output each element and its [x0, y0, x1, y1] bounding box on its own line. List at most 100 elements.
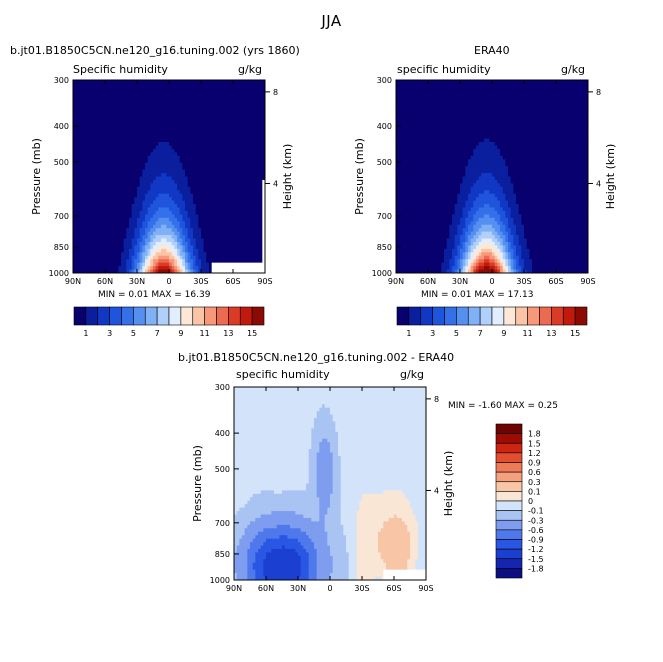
panel-obs-x-tick-label: 0 — [489, 277, 494, 286]
panel-diff-x-tick-label: 90S — [418, 584, 433, 593]
panel-model-colorbar-box — [144, 306, 158, 326]
panel-diff-colorbar-label: -1.8 — [528, 564, 544, 573]
panel-model-colorbar-box — [97, 306, 110, 326]
panel-diff-colorbar-box — [495, 519, 523, 531]
panel-obs-title: ERA40 — [474, 44, 510, 57]
panel-diff-colorbar-box — [495, 462, 523, 473]
panel-diff-colorbar-box — [495, 548, 523, 560]
panel-diff-colorbar-box — [495, 491, 523, 502]
panel-diff-colorbar-box — [495, 442, 523, 454]
panel-diff-field — [234, 387, 427, 581]
panel-obs-y-tick-label: 500 — [377, 158, 392, 167]
panel-diff-x-tick-label: 30N — [290, 584, 306, 593]
panel-obs-colorbar-box — [420, 306, 433, 326]
panel-obs-height-tick-label: 4 — [596, 179, 601, 188]
panel-diff-x-tick-label: 60N — [258, 584, 274, 593]
panel-obs-colorbar-box — [551, 306, 564, 326]
panel-model-y-tick-label: 850 — [54, 243, 69, 252]
panel-obs-height-axis-label: Height (km) — [604, 144, 617, 210]
panel-model-colorbar-label: 5 — [131, 329, 136, 338]
panel-obs-colorbar-box — [491, 306, 505, 326]
panel-model-colorbar-label: 1 — [83, 329, 88, 338]
panel-diff-y-tick-label: 400 — [215, 429, 230, 438]
panel-obs-colorbar-label: 5 — [454, 329, 459, 338]
panel-diff-colorbar-label: -0.1 — [528, 507, 544, 516]
panel-diff-units: g/kg — [400, 368, 425, 381]
panel-model-x-tick-label: 30N — [129, 277, 145, 286]
panel-obs-colorbar-box — [444, 306, 457, 326]
panel-obs-x-tick-label: 60S — [548, 277, 563, 286]
panel-diff-left-label: specific humidity — [236, 368, 330, 381]
panel-obs-y-tick-label: 850 — [377, 243, 392, 252]
panel-diff-y-tick-label: 850 — [215, 550, 230, 559]
panel-obs-x-tick-label: 30S — [516, 277, 531, 286]
panel-diff-colorbar-box — [495, 510, 523, 521]
panel-diff-colorbar-box — [495, 500, 523, 511]
panel-model-colorbar-box — [239, 306, 253, 326]
panel-diff-stats: MIN = -1.60 MAX = 0.25 — [448, 401, 558, 411]
panel-model-colorbar-box — [228, 306, 241, 326]
panel-obs-colorbar-box — [479, 306, 493, 326]
panel-model-y-tick-label: 400 — [54, 122, 69, 131]
panel-model-y-tick-label: 1000 — [49, 269, 69, 278]
panel-diff-height-axis-label: Height (km) — [442, 451, 455, 517]
panel-obs-x-tick-label: 90S — [580, 277, 595, 286]
panel-obs-x-tick-label: 30N — [452, 277, 468, 286]
panel-model-units: g/kg — [238, 63, 263, 76]
panel-diff-y-tick-label: 1000 — [210, 576, 230, 585]
panel-diff-height-tick-label: 4 — [434, 486, 439, 495]
panel-model-colorbar-label: 11 — [200, 329, 210, 338]
panel-diff-colorbar-box — [495, 568, 523, 579]
panel-model-left-label: Specific humidity — [73, 63, 168, 76]
panel-model-colorbar-box — [251, 306, 265, 326]
panel-obs-y-axis-label: Pressure (mb) — [353, 138, 366, 215]
panel-obs-y-tick-label: 400 — [377, 122, 392, 131]
panel-diff-colorbar-label: 1.8 — [528, 430, 541, 439]
panel-obs-y-tick-label: 300 — [377, 76, 392, 85]
panel-diff-y-tick-label: 300 — [215, 383, 230, 392]
panel-obs-y-tick-label: 700 — [377, 212, 392, 221]
panel-model-colorbar-label: 9 — [178, 329, 183, 338]
panel-obs-colorbar-box — [432, 306, 445, 326]
panel-diff-y-axis-label: Pressure (mb) — [191, 445, 204, 522]
panel-diff-colorbar-box — [495, 529, 523, 540]
panel-model-x-tick-label: 0 — [166, 277, 171, 286]
panel-diff-y-tick-label: 500 — [215, 465, 230, 474]
panel-diff-x-tick-label: 90N — [226, 584, 242, 593]
panel-obs-colorbar-label: 13 — [546, 329, 556, 338]
panel-model-colorbar-box — [156, 306, 170, 326]
panel-obs-colorbar-label: 1 — [406, 329, 411, 338]
panel-diff-colorbar-label: 0.1 — [528, 487, 541, 496]
panel-diff-x-tick-label: 0 — [327, 584, 332, 593]
panel-model-x-tick-label: 60S — [225, 277, 240, 286]
panel-diff-colorbar-box — [495, 558, 523, 569]
panel-obs-colorbar-label: 15 — [570, 329, 580, 338]
panel-diff-y-tick-label: 700 — [215, 519, 230, 528]
panel-model-colorbar-label: 3 — [107, 329, 112, 338]
panel-obs-colorbar-box — [527, 306, 540, 326]
panel-model-colorbar-box — [109, 306, 122, 326]
panel-obs-x-tick-label: 60N — [420, 277, 436, 286]
panel-model-colorbar-box — [133, 306, 146, 326]
panel-obs-height-tick-label: 8 — [596, 88, 601, 97]
panel-diff-colorbar-label: -0.6 — [528, 526, 544, 535]
panel-diff-colorbar-label: 0 — [528, 497, 533, 506]
panel-diff-colorbar-label: 1.2 — [528, 449, 541, 458]
panel-diff-colorbar-box — [495, 423, 523, 434]
panel-obs-colorbar-box — [456, 306, 469, 326]
panel-model-colorbar-box — [204, 306, 217, 326]
panel-diff-x-tick-label: 30S — [354, 584, 369, 593]
panel-diff-colorbar-label: 1.5 — [528, 439, 541, 448]
panel-diff-x-tick-label: 60S — [386, 584, 401, 593]
panel-obs-field — [396, 80, 589, 274]
panel-obs-colorbar-box — [503, 306, 517, 326]
panel-model-x-tick-label: 60N — [97, 277, 113, 286]
panel-model-stats: MIN = 0.01 MAX = 16.39 — [98, 290, 211, 300]
panel-obs-colorbar-box — [539, 306, 552, 326]
panel-obs-units: g/kg — [561, 63, 586, 76]
panel-diff-height-tick-label: 8 — [434, 395, 439, 404]
panel-obs-colorbar-box — [396, 306, 410, 326]
panel-model-colorbar-box — [180, 306, 194, 326]
